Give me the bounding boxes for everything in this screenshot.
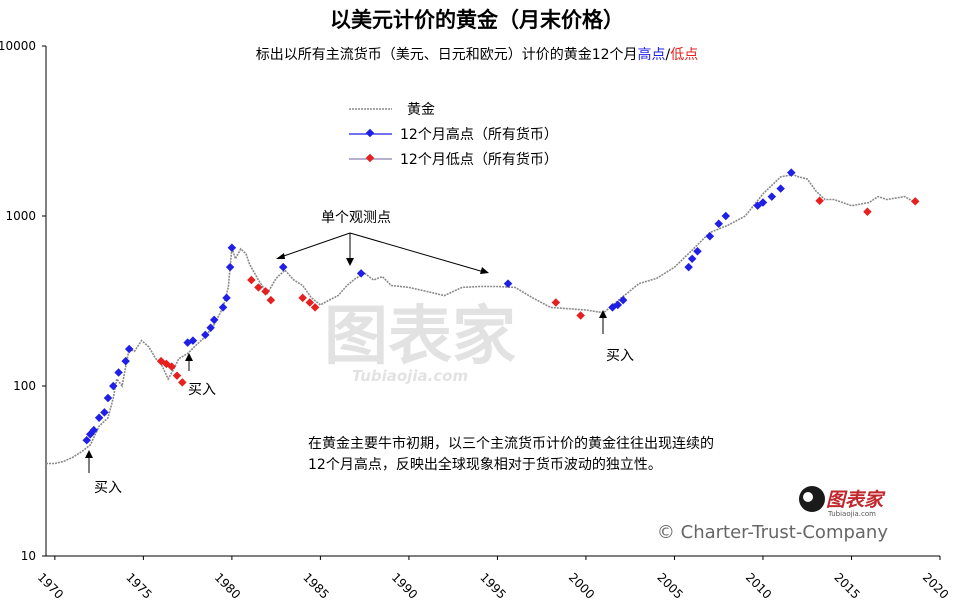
watermark-brand: 图表家 — [324, 300, 516, 374]
x-tick-label: 1980 — [212, 570, 243, 601]
annotation-arrow-left — [277, 232, 351, 259]
low-points — [156, 196, 920, 387]
low-point-marker — [254, 283, 263, 292]
y-tick-label: 10000 — [0, 39, 36, 53]
low-point-marker — [261, 287, 270, 296]
high-point-marker — [776, 184, 785, 193]
x-tick-label: 2020 — [920, 570, 951, 601]
x-tick-label: 1975 — [123, 570, 154, 601]
subtitle-high: 高点 — [637, 47, 666, 63]
low-point-marker — [298, 293, 307, 303]
low-point-marker — [266, 295, 276, 305]
y-tick-label: 10 — [21, 549, 36, 563]
low-point-marker — [167, 362, 176, 371]
high-point-marker — [218, 303, 228, 312]
high-point-marker — [209, 315, 219, 325]
high-point-marker — [787, 168, 796, 177]
high-point-marker — [503, 279, 513, 288]
annotation-arrow-right — [349, 232, 485, 273]
high-point-marker — [121, 356, 130, 366]
watermark: 图表家 Tubiaojia.com — [324, 300, 516, 385]
y-tick-label: 1000 — [5, 209, 36, 223]
subtitle-sep: / — [665, 47, 671, 63]
high-point-marker — [613, 300, 623, 310]
high-point-marker — [705, 232, 715, 241]
high-point-marker — [82, 435, 91, 445]
legend-low-label: 12个月低点（所有货币） — [400, 151, 558, 168]
legend-low-marker — [365, 153, 375, 163]
legend-high-marker — [365, 128, 375, 138]
high-point-marker — [714, 219, 723, 229]
x-tick-label: 1970 — [35, 570, 66, 601]
note-line-1: 在黄金主要牛市初期，以三个主流货币计价的黄金往往出现连续的 — [308, 435, 714, 452]
high-point-marker — [109, 381, 118, 391]
logo-brand: 图表家 — [826, 489, 886, 511]
low-point-marker — [310, 303, 320, 312]
low-point-marker — [910, 197, 920, 206]
annotations: 单个观测点 买入 买入 买入 在黄金主要牛市初期，以三个主流货币计价的黄金往往出… — [85, 210, 714, 496]
chart-subtitle: 标出以所有主流货币（美元、日元和欧元）计价的黄金12个月高点/低点 — [0, 44, 954, 64]
legend: 黄金 12个月高点（所有货币） 12个月低点（所有货币） — [349, 101, 558, 168]
annotation-arrowhead-left — [276, 253, 285, 259]
high-point-marker — [356, 269, 366, 278]
note-line-2: 12个月高点，反映出全球现象相对于货币波动的独立性。 — [308, 456, 662, 473]
buy-label-1: 买入 — [94, 480, 122, 496]
buy-label-2: 买入 — [188, 382, 216, 398]
legend-gold-label: 黄金 — [407, 101, 435, 118]
low-point-marker — [247, 275, 256, 285]
high-point-marker — [114, 368, 123, 377]
low-point-marker — [172, 371, 182, 380]
low-point-marker — [551, 298, 561, 307]
x-axis-ticks: 1970 1975 1980 1985 1990 1995 2000 2005 2010 2015… — [35, 556, 951, 602]
buy-arrowhead-2 — [185, 353, 193, 361]
high-point-marker — [201, 330, 210, 340]
high-point-marker — [206, 323, 215, 333]
high-point-marker — [103, 393, 113, 403]
chart-title: 以美元计价的黄金（月末价格） — [330, 8, 624, 32]
x-tick-label: 2015 — [831, 570, 862, 601]
high-point-marker — [278, 262, 288, 272]
high-point-marker — [687, 254, 697, 264]
x-tick-label: 1985 — [300, 570, 331, 601]
high-point-marker — [684, 262, 693, 272]
high-point-marker — [767, 192, 777, 201]
high-point-marker — [721, 211, 731, 221]
low-point-marker — [305, 298, 315, 307]
x-tick-label: 1990 — [389, 570, 420, 601]
copyright: © Charter-Trust-Company — [657, 522, 888, 543]
annotation-single-point: 单个观测点 — [321, 210, 391, 226]
x-tick-label: 2000 — [566, 570, 597, 601]
x-tick-label: 2005 — [654, 570, 685, 601]
low-point-marker — [178, 378, 187, 387]
x-tick-label: 2010 — [743, 570, 774, 601]
high-point-marker — [94, 413, 104, 423]
y-tick-label: 100 — [13, 379, 36, 393]
watermark-url: Tubiaojia.com — [352, 367, 468, 385]
high-point-marker — [124, 344, 134, 354]
x-tick-label: 1995 — [477, 570, 508, 601]
low-point-marker — [576, 311, 585, 320]
high-point-marker — [618, 295, 628, 305]
annotation-arrowhead-down — [346, 258, 354, 266]
logo-url: Tubiaojia.com — [827, 510, 876, 518]
y-axis-ticks: 10 100 1000 10000 — [0, 39, 46, 563]
logo-icon-eye — [803, 492, 813, 502]
buy-label-3: 买入 — [606, 348, 634, 364]
brand-logo: 图表家 Tubiaojia.com — [799, 486, 886, 518]
subtitle-text: 标出以所有主流货币（美元、日元和欧元）计价的黄金12个月 — [255, 47, 638, 63]
high-point-marker — [188, 336, 198, 345]
high-point-marker — [89, 425, 99, 435]
high-point-marker — [225, 262, 235, 272]
annotation-arrowhead-right — [480, 267, 489, 274]
legend-high-label: 12个月高点（所有货币） — [400, 126, 558, 143]
high-point-marker — [222, 293, 231, 303]
low-point-marker — [863, 207, 872, 216]
gold-series-line — [46, 173, 916, 465]
high-point-marker — [227, 243, 237, 253]
buy-arrowhead-1 — [85, 450, 93, 458]
buy-arrowhead-3 — [599, 310, 607, 318]
subtitle-low: 低点 — [670, 47, 699, 63]
high-point-marker — [100, 408, 109, 417]
